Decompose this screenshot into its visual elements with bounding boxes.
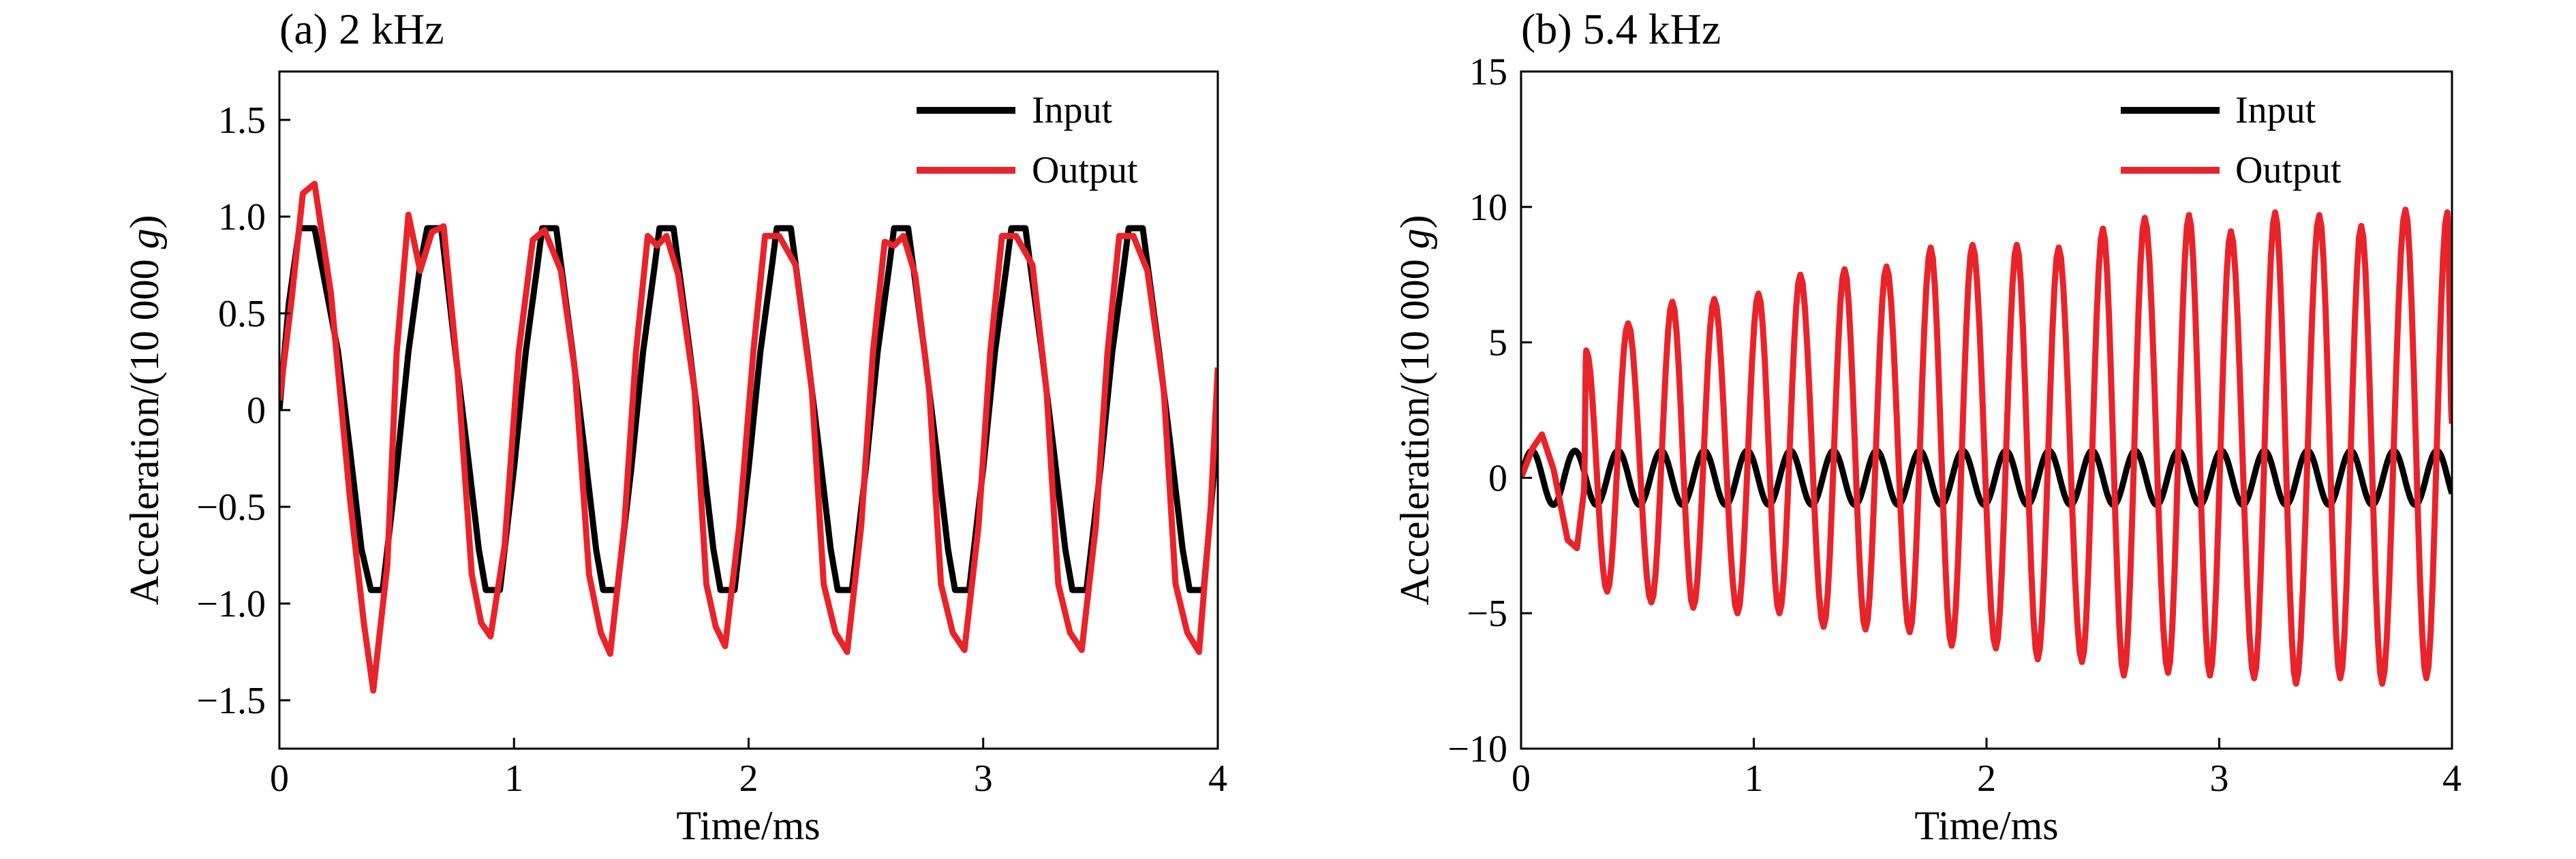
panel-a-ylabel: Acceleration/(10 000 g): [122, 215, 167, 605]
panel-b-xtick-label: 4: [2442, 758, 2462, 800]
panel-b-ytick-label: 5: [1488, 322, 1507, 364]
panel-a-legend: Input Output: [917, 89, 1138, 191]
panel-a-legend-output-label: Output: [1032, 149, 1138, 191]
panel-b-ytick-label: −5: [1467, 593, 1507, 635]
panel-a-series-output-line: [279, 181, 1218, 694]
panel-a-xlabel: Time/ms: [676, 803, 820, 848]
panel-b: (b) 5.4 kHz 0 1 2 3 4 −10 −5 0 5 10 15 Time/ms Acc…: [1392, 5, 2462, 848]
panel-b-series-output-line: [1521, 206, 2452, 687]
panel-b-xtick-label: 1: [1745, 758, 1764, 800]
panel-b-xlabel: Time/ms: [1914, 803, 2058, 848]
panel-b-ytick-label: −10: [1447, 728, 1507, 770]
panel-b-legend-output-label: Output: [2235, 149, 2342, 191]
panel-b-xtick-label: 3: [2210, 758, 2229, 800]
panel-b-ytick-label: 0: [1488, 457, 1507, 499]
panel-b-ytick-label: 15: [1469, 51, 1507, 93]
panel-a-title: (a) 2 kHz: [279, 5, 444, 53]
panel-a-ytick-label: −0.5: [196, 486, 266, 529]
panel-a-xtick-label: 4: [1208, 758, 1227, 800]
panel-a-ytick-label: −1.5: [196, 680, 266, 722]
panel-b-xtick-label: 0: [1512, 758, 1531, 800]
panel-b-ytick-label: 10: [1469, 187, 1507, 229]
panel-a: (a) 2 kHz 0 1 2 3 4 −1.5 −1.0 −0.5 0 0.5 1.0 1.5 Ti…: [122, 5, 1227, 848]
panel-a-ticks: 0 1 2 3 4 −1.5 −1.0 −0.5 0 0.5 1.0 1.5: [196, 99, 1227, 800]
panel-a-xtick-label: 0: [270, 758, 289, 800]
panel-a-ytick-label: 0: [247, 390, 266, 432]
panel-a-legend-input-label: Input: [1032, 89, 1113, 131]
panel-a-ytick-label: 0.5: [218, 293, 266, 335]
panel-b-ticks: 0 1 2 3 4 −10 −5 0 5 10 15: [1447, 51, 2462, 800]
panel-a-xtick-label: 1: [504, 758, 523, 800]
panel-b-ylabel: Acceleration/(10 000 g): [1392, 215, 1437, 605]
panel-a-xtick-label: 3: [974, 758, 993, 800]
panel-a-xtick-label: 2: [739, 758, 758, 800]
panel-b-xtick-label: 2: [1977, 758, 1996, 800]
panel-a-ytick-label: 1.0: [218, 196, 266, 238]
panel-b-legend-input-label: Input: [2235, 89, 2316, 131]
panel-a-ytick-label: −1.0: [196, 583, 266, 625]
panel-a-ytick-label: 1.5: [218, 99, 266, 142]
panel-a-plot-area: [279, 181, 1218, 694]
panel-b-title: (b) 5.4 kHz: [1521, 5, 1721, 53]
panel-b-plot-area: [1521, 206, 2452, 687]
panel-b-legend: Input Output: [2121, 89, 2342, 191]
